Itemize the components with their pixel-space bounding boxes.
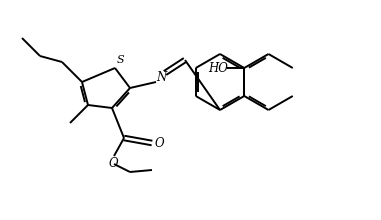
Text: HO: HO bbox=[208, 62, 228, 75]
Text: O: O bbox=[108, 156, 118, 169]
Text: O: O bbox=[154, 136, 164, 150]
Text: S: S bbox=[116, 55, 124, 65]
Text: N: N bbox=[156, 70, 166, 84]
